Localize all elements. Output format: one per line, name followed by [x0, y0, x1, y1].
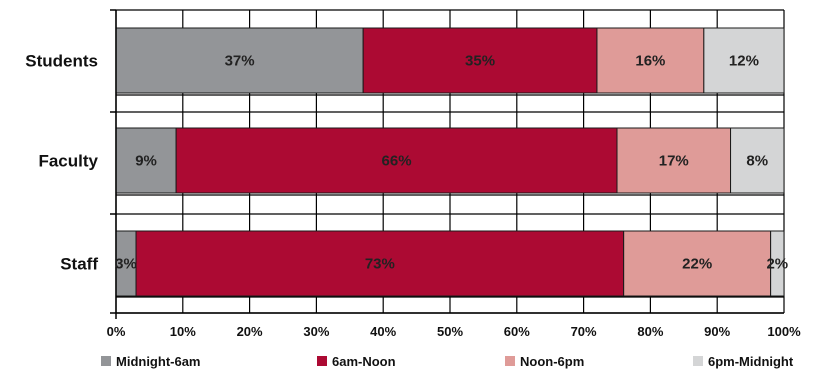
x-tick-label: 100%	[767, 324, 801, 339]
data-label: 16%	[635, 53, 665, 70]
legend-label: Midnight-6am	[116, 354, 201, 369]
data-label: 66%	[382, 153, 412, 170]
legend-swatch	[505, 356, 515, 366]
category-label: Students	[25, 52, 98, 71]
legend-swatch	[101, 356, 111, 366]
legend-label: Noon-6pm	[520, 354, 584, 369]
x-tick-label: 90%	[704, 324, 730, 339]
bar-segment	[175, 127, 618, 194]
legend-swatch	[693, 356, 703, 366]
bar-segment	[703, 27, 785, 94]
data-label: 12%	[729, 53, 759, 70]
data-label: 22%	[682, 256, 712, 273]
data-label: 35%	[465, 53, 495, 70]
axes	[110, 9, 784, 319]
data-label: 2%	[766, 256, 788, 273]
bar-segment	[623, 230, 772, 297]
category-label: Staff	[60, 255, 98, 274]
x-tick-label: 0%	[107, 324, 126, 339]
x-tick-label: 50%	[437, 324, 463, 339]
legend-label: 6pm-Midnight	[708, 354, 794, 369]
x-tick-label: 30%	[303, 324, 329, 339]
legend-swatch	[317, 356, 327, 366]
data-label: 3%	[115, 256, 137, 273]
data-label: 8%	[746, 153, 768, 170]
x-tick-label: 80%	[637, 324, 663, 339]
x-tick-label: 20%	[237, 324, 263, 339]
x-tick-label: 40%	[370, 324, 396, 339]
data-label: 37%	[225, 53, 255, 70]
category-labels: Students Faculty Staff	[25, 52, 98, 274]
x-tick-label: 10%	[170, 324, 196, 339]
x-tick-labels: 0% 10% 20% 30% 40% 50% 60% 70% 80% 90% 100%	[107, 324, 801, 339]
data-label: 17%	[659, 153, 689, 170]
bar-segment	[616, 127, 732, 194]
bar-segment	[596, 27, 705, 94]
legend-label: 6am-Noon	[332, 354, 396, 369]
category-label: Faculty	[38, 152, 98, 171]
x-tick-label: 60%	[504, 324, 530, 339]
bar-segment	[362, 27, 598, 94]
bars	[115, 27, 785, 297]
data-label: 73%	[365, 256, 395, 273]
bar-segment	[770, 230, 785, 297]
bar-segment	[135, 230, 625, 297]
legend: Midnight-6am 6am-Noon Noon-6pm 6pm-Midnight	[101, 354, 794, 369]
bar-segment	[730, 127, 785, 194]
bar-segment	[115, 27, 364, 94]
data-label: 9%	[135, 153, 157, 170]
x-tick-label: 70%	[571, 324, 597, 339]
data-labels: 37% 35% 16% 12% 9% 66% 17% 8% 3% 73% 22% 2%	[115, 53, 788, 273]
